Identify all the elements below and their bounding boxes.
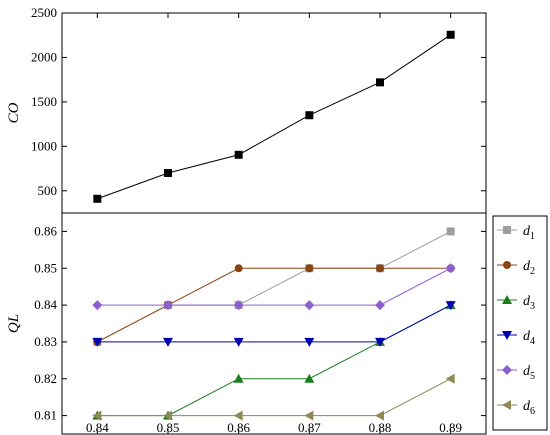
ql-x-tick-label: 0.88 xyxy=(369,420,392,435)
legend-label: d6 xyxy=(523,399,535,417)
ql-data-point-d2 xyxy=(234,264,243,273)
co-data-point xyxy=(164,169,172,177)
co-data-point xyxy=(446,30,455,39)
ql-data-point-d6 xyxy=(92,410,102,421)
co-y-tick-label: 1500 xyxy=(31,94,57,109)
ql-x-tick-label: 0.86 xyxy=(227,420,250,435)
ql-data-point-d5 xyxy=(445,263,456,274)
co-y-tick-label: 2000 xyxy=(31,49,57,64)
ql-x-tick-label: 0.85 xyxy=(157,420,180,435)
legend-label: d2 xyxy=(523,259,535,277)
ql-data-point-d4 xyxy=(304,337,315,347)
legend-label: d1 xyxy=(523,224,535,242)
ql-data-point-d6 xyxy=(233,410,243,421)
ql-x-tick-labels: 0.84 0.85 0.86 0.87 0.88 0.89 xyxy=(86,420,462,435)
ql-data-point-d1 xyxy=(446,227,455,236)
legend-label: d4 xyxy=(523,329,535,347)
ql-data-point-d5 xyxy=(233,300,244,311)
ql-data-point-d2 xyxy=(376,264,384,273)
ql-series-line-d5 xyxy=(97,267,451,306)
ql-data-point-d4 xyxy=(92,337,103,347)
ql-series-line-d4 xyxy=(97,304,451,343)
ql-data-point-d5 xyxy=(92,300,103,311)
co-data-point xyxy=(234,150,243,159)
ql-y-tick-label: 0.86 xyxy=(34,223,57,238)
ql-x-tick-label: 0.87 xyxy=(298,420,321,435)
legend-marker xyxy=(502,400,511,410)
ql-series-line-d6 xyxy=(97,378,451,417)
ql-data-point-d4 xyxy=(233,337,244,347)
legend-box xyxy=(492,215,548,431)
legend-marker xyxy=(502,295,512,304)
legend-label: d3 xyxy=(523,294,535,312)
ql-data-point-d6 xyxy=(163,410,172,421)
co-data-point xyxy=(305,111,314,120)
co-y-tick-label: 500 xyxy=(38,183,58,198)
ql-plot-frame xyxy=(61,212,487,435)
ql-y-tick-label: 0.82 xyxy=(34,371,57,386)
co-panel: 500 1000 1500 2000 2500 CO xyxy=(6,5,487,214)
ql-data-point-d2 xyxy=(305,264,314,273)
ql-data-point-d6 xyxy=(375,410,384,421)
legend-label: d5 xyxy=(523,364,535,382)
co-y-tick-label: 2500 xyxy=(31,5,57,20)
ql-data-point-d6 xyxy=(445,373,455,384)
ql-data-point-d5 xyxy=(163,300,173,311)
co-y-tick-label: 1000 xyxy=(31,138,57,153)
co-axis-title: CO xyxy=(6,102,22,123)
ql-series-line-d3 xyxy=(97,304,451,417)
legend-marker xyxy=(503,226,511,234)
legend-marker xyxy=(502,365,512,375)
ql-data-point-d4 xyxy=(445,301,456,311)
co-data-point xyxy=(376,78,384,87)
ql-data-point-d6 xyxy=(304,410,314,421)
legend-marker xyxy=(503,261,511,269)
ql-axis-title: QL xyxy=(6,314,22,333)
ql-y-tick-label: 0.81 xyxy=(34,408,57,423)
ql-y-tick-label: 0.85 xyxy=(34,260,57,275)
ql-series-line-d1 xyxy=(97,230,451,343)
co-series-line xyxy=(97,34,451,200)
ql-series-line-d2 xyxy=(97,267,451,343)
co-plot-frame xyxy=(61,12,487,214)
legend-marker xyxy=(502,331,512,340)
co-data-point xyxy=(93,194,102,203)
ql-y-tick-label: 0.84 xyxy=(34,297,57,312)
ql-x-tick-label: 0.89 xyxy=(439,420,462,435)
ql-data-point-d4 xyxy=(163,337,173,347)
ql-y-tick-label: 0.83 xyxy=(34,334,57,349)
ql-data-point-d3 xyxy=(304,373,315,383)
ql-data-point-d5 xyxy=(375,300,385,311)
ql-x-tick-label: 0.84 xyxy=(86,420,109,435)
ql-data-point-d5 xyxy=(304,300,315,311)
ql-data-point-d4 xyxy=(375,337,385,347)
legend: d1 d2 d3 d4 d5 d6 xyxy=(492,215,548,431)
ql-data-point-d3 xyxy=(233,373,244,383)
